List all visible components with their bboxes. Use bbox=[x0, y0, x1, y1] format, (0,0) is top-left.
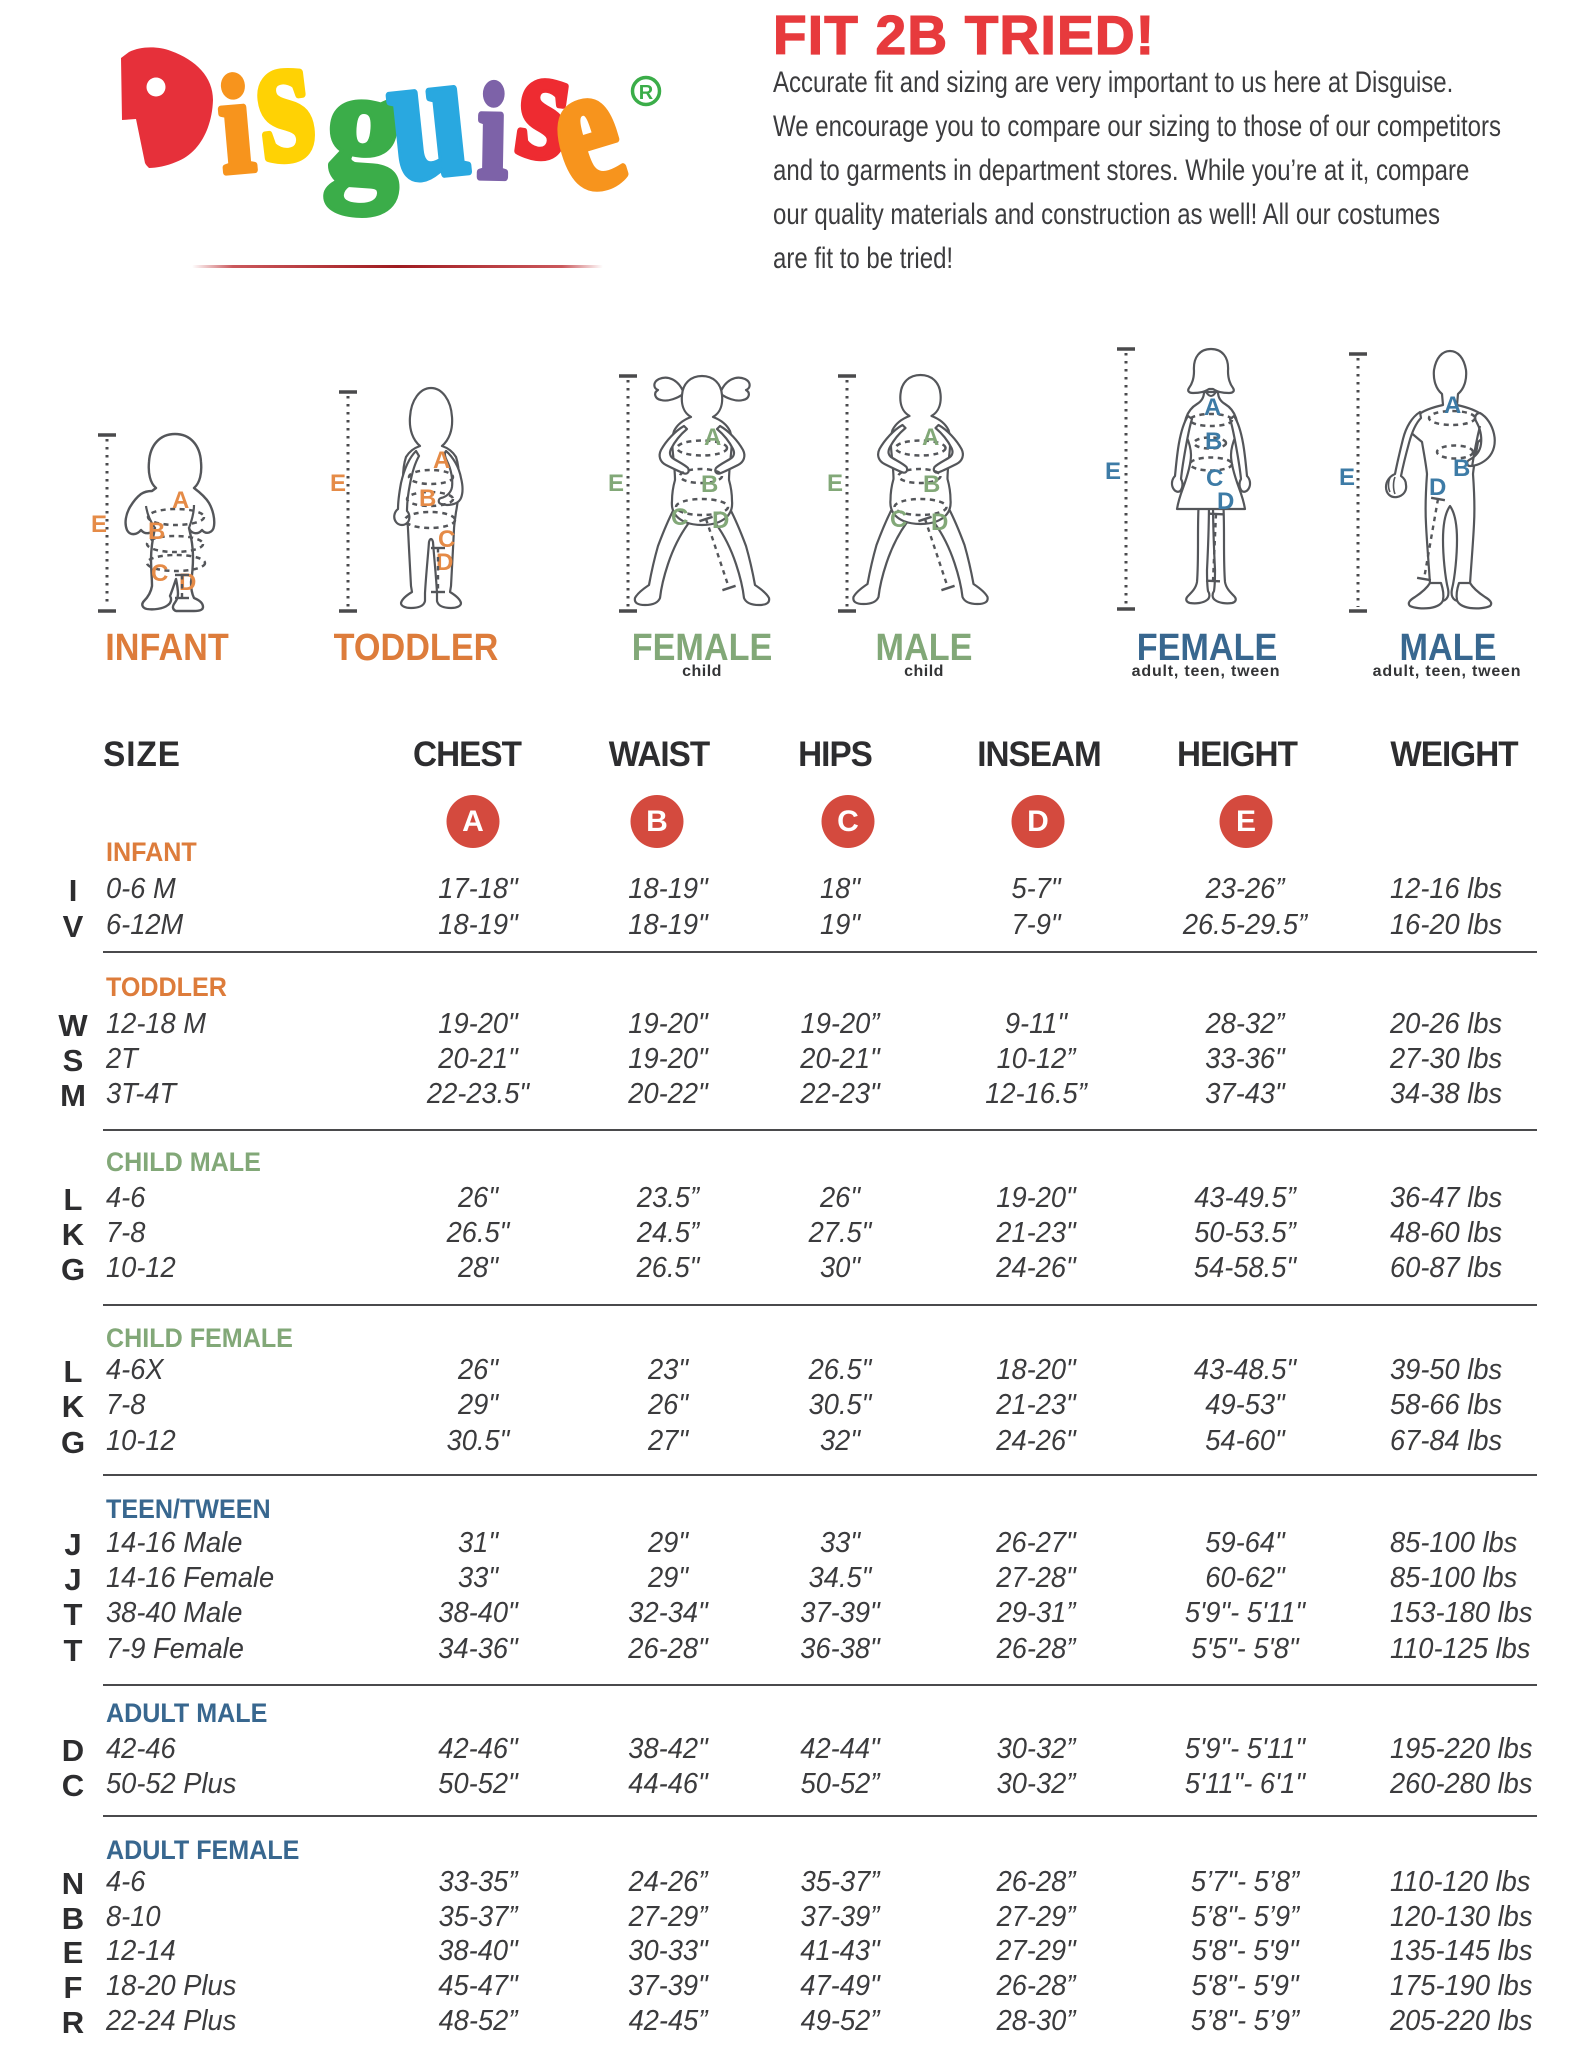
svg-text:A: A bbox=[1444, 392, 1461, 419]
svg-text:A: A bbox=[704, 424, 721, 451]
svg-text:E: E bbox=[608, 470, 624, 497]
svg-text:D: D bbox=[931, 509, 948, 536]
svg-text:C: C bbox=[1206, 465, 1223, 492]
svg-text:B: B bbox=[1453, 455, 1470, 482]
svg-text:C: C bbox=[890, 506, 907, 533]
svg-text:C: C bbox=[671, 504, 688, 531]
svg-text:B: B bbox=[1205, 428, 1222, 455]
svg-text:E: E bbox=[1339, 464, 1355, 491]
svg-text:g: g bbox=[321, 32, 408, 217]
svg-text:E: E bbox=[827, 470, 843, 497]
svg-text:D: D bbox=[179, 569, 196, 596]
svg-text:B: B bbox=[701, 471, 718, 498]
svg-text:B: B bbox=[419, 485, 436, 512]
svg-text:B: B bbox=[148, 518, 165, 545]
svg-text:A: A bbox=[922, 424, 939, 451]
svg-text:E: E bbox=[1105, 458, 1121, 485]
svg-text:R: R bbox=[639, 82, 654, 104]
svg-text:i: i bbox=[477, 59, 509, 208]
svg-text:A: A bbox=[433, 447, 450, 474]
svg-text:B: B bbox=[923, 471, 940, 498]
svg-text:D: D bbox=[1429, 474, 1446, 501]
svg-text:D: D bbox=[1217, 488, 1234, 515]
svg-text:E: E bbox=[330, 470, 346, 497]
svg-text:C: C bbox=[438, 526, 455, 553]
svg-text:D: D bbox=[712, 507, 729, 534]
svg-text:E: E bbox=[91, 511, 107, 538]
svg-text:A: A bbox=[172, 487, 189, 514]
svg-text:C: C bbox=[151, 560, 168, 587]
svg-text:D: D bbox=[436, 549, 453, 576]
svg-text:A: A bbox=[1204, 394, 1221, 421]
